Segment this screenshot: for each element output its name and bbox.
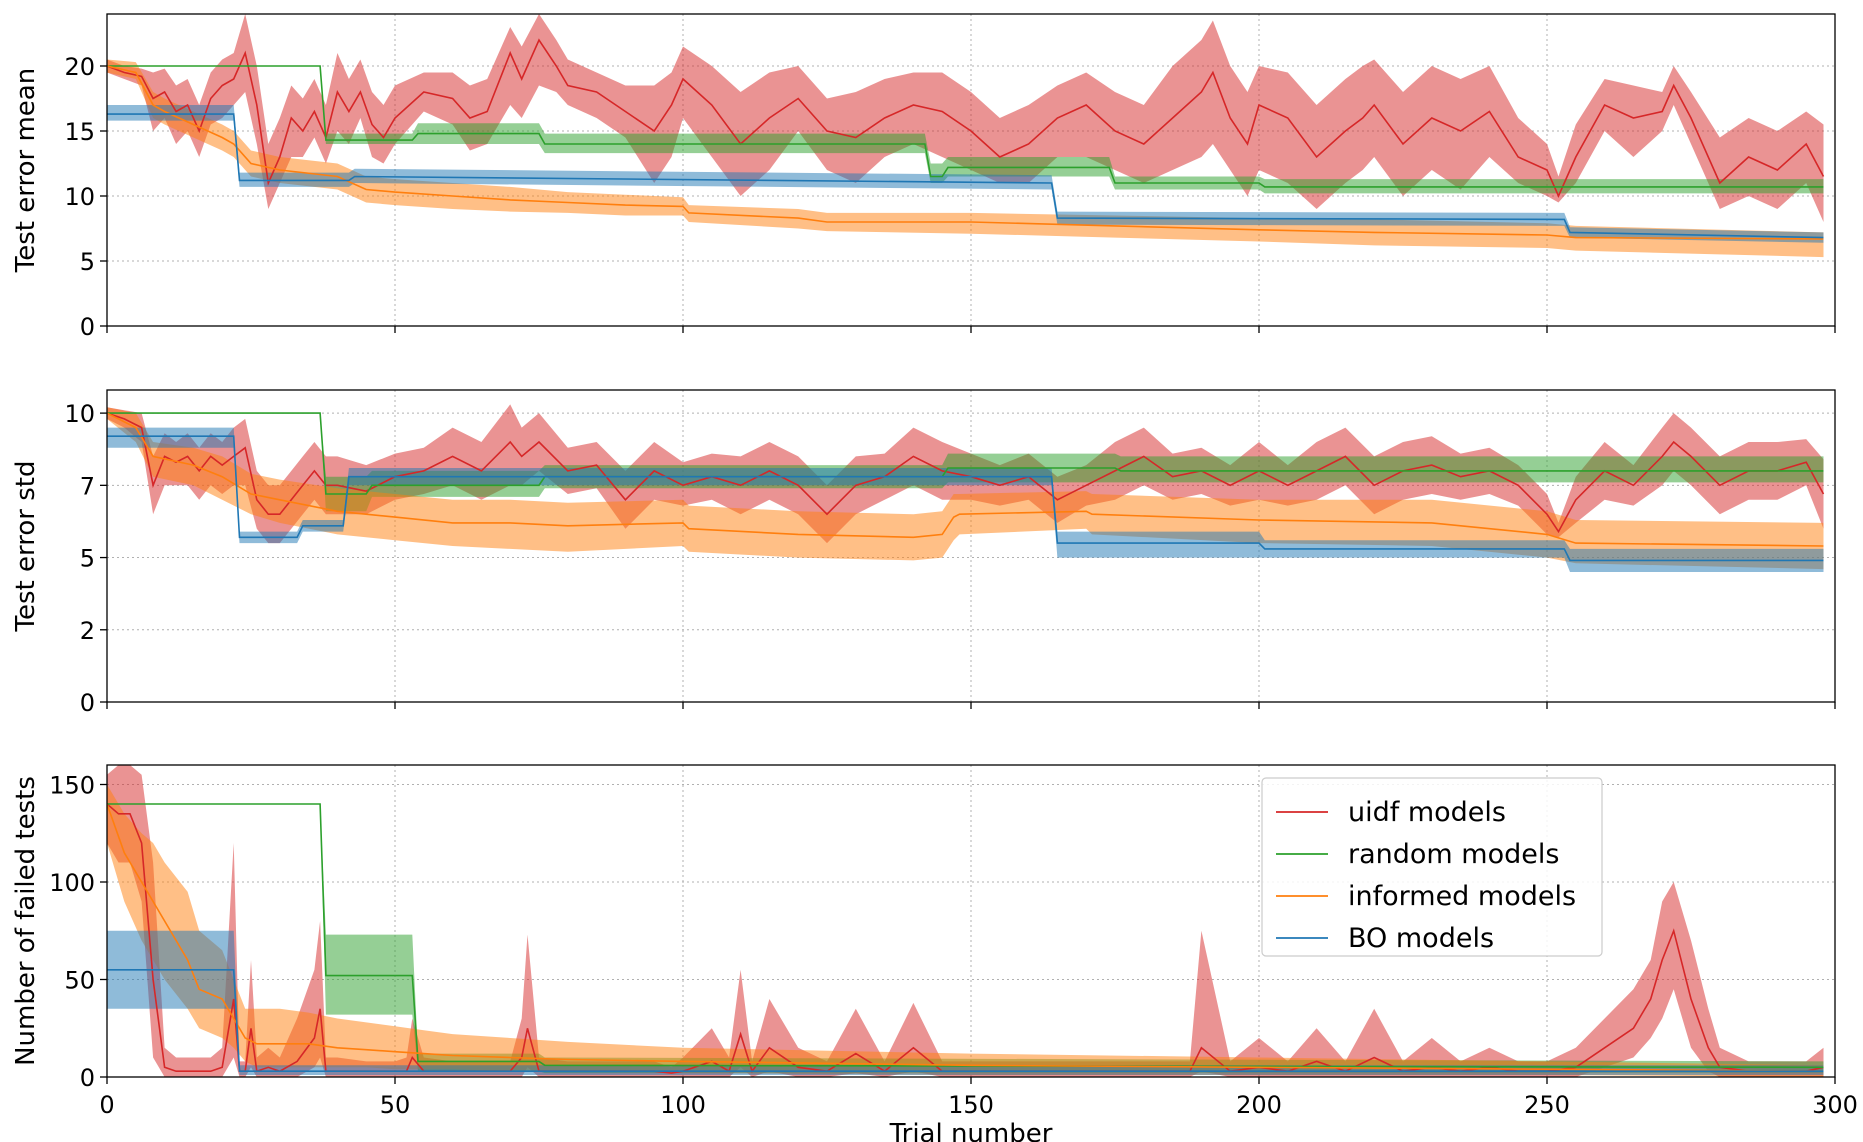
- x-axis-label: Trial number: [889, 1119, 1053, 1142]
- y-tick-label: 5: [80, 248, 95, 276]
- x-tick-label: 150: [948, 1091, 994, 1119]
- informed-line: [107, 412, 1824, 547]
- y-axis-label: Number of failed tests: [11, 776, 41, 1066]
- informed-band: [107, 407, 1824, 570]
- bo-band: [107, 105, 1824, 243]
- informed-line: [107, 65, 1824, 240]
- legend: uidf models random models informed models B…: [1261, 777, 1603, 957]
- random-line: [107, 803, 1824, 1069]
- y-tick-label: 15: [64, 118, 95, 146]
- y-tick-label: 20: [64, 53, 95, 81]
- y-tick-label: 2: [80, 617, 95, 645]
- uidf-line: [107, 412, 1825, 534]
- panel-failed-tests: 0 50 100 150 0 50 100 150 200 250 300 Number of fai…: [11, 764, 1858, 1142]
- y-tick-label: 0: [80, 1064, 95, 1092]
- informed-line: [107, 803, 1824, 1072]
- informed-legend-label: informed models: [1348, 881, 1576, 912]
- y-axis-label: Test error std: [11, 461, 41, 633]
- y-tick-label: 50: [64, 967, 95, 995]
- y-axis-label: Test error mean: [11, 68, 41, 273]
- x-tick-label: 50: [380, 1091, 411, 1119]
- random-line: [107, 65, 1824, 188]
- x-tick-label: 0: [99, 1091, 114, 1119]
- bo-band: [107, 427, 1824, 572]
- random-band: [107, 413, 1824, 512]
- informed-band: [107, 59, 1824, 258]
- x-tick-label: 300: [1812, 1091, 1858, 1119]
- legend-box: [1261, 777, 1603, 957]
- plot-area: [107, 765, 1824, 1077]
- bo-line: [107, 968, 1824, 1072]
- informed-band: [107, 784, 1824, 1077]
- uidf-band: [107, 14, 1824, 222]
- uidf-line: [107, 38, 1825, 198]
- y-tick-label: 0: [80, 689, 95, 717]
- y-tick-label: 150: [49, 772, 95, 800]
- bo-line: [107, 113, 1824, 239]
- y-tick-label: 0: [80, 313, 95, 341]
- x-tick-label: 100: [660, 1091, 706, 1119]
- y-tick-label: 7: [80, 472, 95, 500]
- uidf-legend-label: uidf models: [1348, 797, 1506, 828]
- x-tick-label: 250: [1524, 1091, 1570, 1119]
- plot-area: [107, 404, 1825, 572]
- y-tick-label: 10: [64, 400, 95, 428]
- random-line: [107, 412, 1824, 495]
- y-tick-label: 100: [49, 869, 95, 897]
- plot-area: [107, 14, 1825, 258]
- panel-test-error-mean: 0 5 10 15 20 Test error mean: [11, 13, 1836, 341]
- bo-line: [107, 435, 1824, 562]
- panel-test-error-std: 0 2 5 7 10 Test error std: [11, 389, 1836, 717]
- x-tick-label: 200: [1236, 1091, 1282, 1119]
- random-legend-label: random models: [1348, 839, 1559, 870]
- y-tick-label: 5: [80, 545, 95, 573]
- bo-legend-label: BO models: [1348, 923, 1494, 954]
- y-tick-label: 10: [64, 183, 95, 211]
